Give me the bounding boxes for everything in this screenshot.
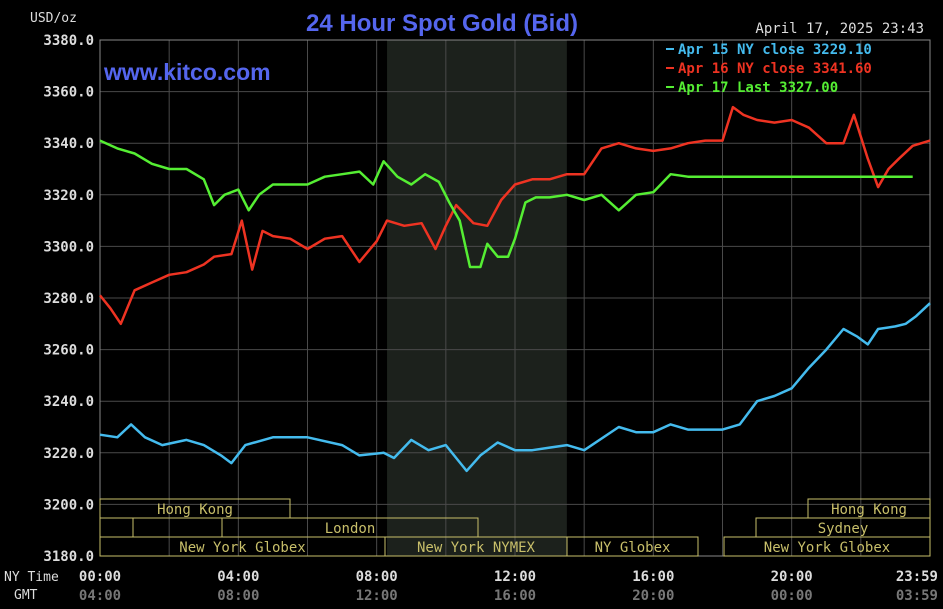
x-tick-label-ny: 00:00 xyxy=(79,569,121,585)
unit-label: USD/oz xyxy=(30,11,77,26)
y-axis-ticks: 3380.0 3360.0 3340.0 3320.0 3300.0 3280.0 3260… xyxy=(43,33,94,565)
x-tick-label-gmt: 20:00 xyxy=(632,588,674,604)
session-hong-kong-box xyxy=(99,498,291,519)
series-line-3 xyxy=(99,139,913,269)
session-london-label: London xyxy=(325,521,376,537)
session-ny-globex-2-box xyxy=(566,536,699,557)
y-tick-label: 3220.0 xyxy=(43,446,94,462)
y-tick-label: 3260.0 xyxy=(43,343,94,359)
y-tick-label: 3240.0 xyxy=(43,394,94,410)
x-tick-label-gmt: 08:00 xyxy=(217,588,259,604)
x-axis-ticks: 00:00 04:00 08:00 12:00 16:00 20:00 23:59 04:00… xyxy=(79,569,938,604)
chart-title: 24 Hour Spot Gold (Bid) xyxy=(306,10,578,37)
x-tick-label-gmt: 00:00 xyxy=(771,588,813,604)
x-tick-label-gmt: 12:00 xyxy=(356,588,398,604)
x-tick-label-gmt: 16:00 xyxy=(494,588,536,604)
legend: Apr 15 NY close 3229.10 Apr 16 NY close 3… xyxy=(666,42,872,96)
y-tick-label: 3360.0 xyxy=(43,85,94,101)
y-tick-label: 3200.0 xyxy=(43,497,94,513)
x-tick-label-ny: 08:00 xyxy=(356,569,398,585)
session-ny-globex-2-label: NY Globex xyxy=(595,540,671,556)
x-tick-label-ny: 23:59 xyxy=(896,569,938,585)
gmt-label: GMT xyxy=(14,588,38,603)
ny-time-label: NY Time xyxy=(4,570,59,585)
x-tick-label-ny: 04:00 xyxy=(217,569,259,585)
session-ny-globex-label: New York Globex xyxy=(179,540,305,556)
x-tick-label-ny: 20:00 xyxy=(771,569,813,585)
legend-entry: Apr 16 NY close 3341.60 xyxy=(678,61,872,77)
session-ny-globex-3-label: New York Globex xyxy=(764,540,890,556)
series-line-1 xyxy=(99,302,931,473)
session-hong-kong-2-label: Hong Kong xyxy=(831,502,907,518)
session-sydney-label: Sydney xyxy=(818,521,869,537)
x-tick-label-ny: 16:00 xyxy=(632,569,674,585)
y-tick-label: 3300.0 xyxy=(43,239,94,255)
x-tick-label-ny: 12:00 xyxy=(494,569,536,585)
y-tick-label: 3180.0 xyxy=(43,549,94,565)
website-watermark: www.kitco.com xyxy=(103,59,271,85)
price-series xyxy=(99,105,931,473)
grid-lines xyxy=(99,39,931,557)
session-ny-nymex-label: New York NYMEX xyxy=(417,540,536,556)
legend-entry: Apr 17 Last 3327.00 xyxy=(678,80,838,96)
session-ny-globex-3-box xyxy=(723,536,931,557)
y-tick-label: 3320.0 xyxy=(43,188,94,204)
session-hong-kong-label: Hong Kong xyxy=(157,502,233,518)
y-tick-label: 3280.0 xyxy=(43,291,94,307)
y-tick-label: 3340.0 xyxy=(43,136,94,152)
market-sessions: Hong Kong Hong Kong London Sydney New York G… xyxy=(99,498,931,557)
x-tick-label-gmt: 03:59 xyxy=(896,588,938,604)
series-line-2 xyxy=(99,105,931,326)
timestamp: April 17, 2025 23:43 xyxy=(755,21,924,37)
y-tick-label: 3380.0 xyxy=(43,33,94,49)
x-tick-label-gmt: 04:00 xyxy=(79,588,121,604)
legend-entry: Apr 15 NY close 3229.10 xyxy=(678,42,872,58)
